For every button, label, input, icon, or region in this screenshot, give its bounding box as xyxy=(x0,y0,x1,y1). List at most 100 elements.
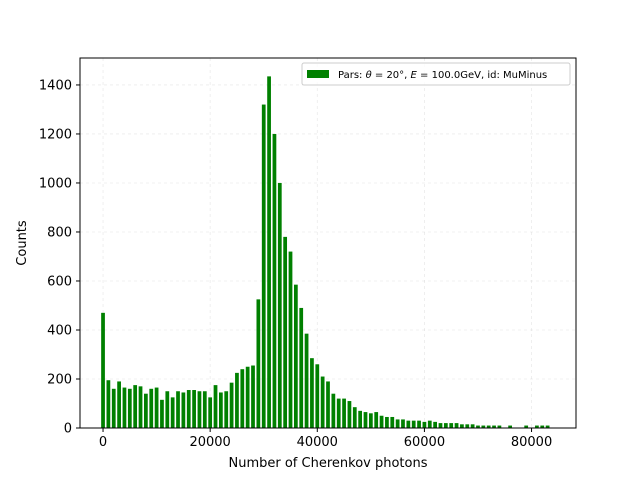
y-axis-label: Counts xyxy=(15,220,30,266)
x-tick-label: 60000 xyxy=(404,435,445,450)
x-tick-label: 80000 xyxy=(511,435,552,450)
histogram-bar xyxy=(326,381,330,428)
histogram-bar xyxy=(160,399,164,428)
histogram-bar xyxy=(235,372,239,428)
legend-theta-value: = 20°, xyxy=(372,70,411,81)
histogram-bar xyxy=(106,380,111,428)
y-axis-ticks: 0 200 400 600 800 1000 1200 1400 xyxy=(39,78,80,437)
histogram-bar xyxy=(283,236,288,428)
histogram-bar xyxy=(535,425,539,428)
histogram-bar xyxy=(460,424,464,428)
histogram-bar xyxy=(379,415,384,428)
histogram-bar xyxy=(213,385,218,428)
histogram-bar xyxy=(122,387,127,428)
histogram-bar xyxy=(299,307,304,428)
histogram-bar xyxy=(245,366,250,428)
histogram-bar xyxy=(277,182,282,428)
histogram-bar xyxy=(261,104,266,429)
legend-energy-symbol: E xyxy=(411,70,418,81)
histogram-bar xyxy=(154,387,159,428)
x-axis-label: Number of Cherenkov photons xyxy=(229,456,428,471)
legend-swatch xyxy=(307,70,329,78)
histogram-bar xyxy=(385,416,389,428)
histogram-bar xyxy=(545,425,550,428)
histogram-bar xyxy=(229,382,234,428)
histogram-bar xyxy=(352,407,357,428)
histogram-bar xyxy=(170,397,175,428)
histogram-bar xyxy=(497,425,502,428)
legend-label: Pars: θ = 20°, E = 100.0GeV, id: MuMinus xyxy=(338,70,547,81)
x-axis-ticks: 0 20000 40000 60000 80000 xyxy=(99,428,552,450)
histogram-bar xyxy=(127,388,132,428)
histogram-bar xyxy=(165,391,170,428)
histogram-bar xyxy=(267,76,271,428)
histogram-bar xyxy=(336,398,341,428)
histogram-bar xyxy=(256,299,261,428)
bars xyxy=(101,76,550,429)
histogram-bar xyxy=(181,392,186,428)
histogram-bar xyxy=(406,420,411,428)
histogram-bar xyxy=(454,423,459,428)
histogram-bar xyxy=(427,420,432,428)
x-tick-label: 20000 xyxy=(189,435,230,450)
histogram-bar xyxy=(422,421,427,428)
histogram-bar xyxy=(481,425,486,428)
histogram-bar xyxy=(449,423,454,428)
histogram-bar xyxy=(176,391,180,428)
histogram-bar xyxy=(149,388,154,428)
histogram-bar xyxy=(492,425,496,428)
histogram-bar xyxy=(186,390,191,428)
histogram-bar xyxy=(417,420,421,428)
x-tick-label: 40000 xyxy=(297,435,338,450)
histogram-bar xyxy=(358,410,363,428)
histogram-bar xyxy=(433,421,438,428)
histogram-bar xyxy=(240,369,245,428)
histogram-bar xyxy=(272,133,277,428)
histogram-bar xyxy=(465,424,470,428)
histogram-bar xyxy=(390,416,395,428)
histogram-bar xyxy=(411,420,416,428)
histogram-bar xyxy=(138,386,143,428)
legend-energy-value: = 100.0GeV, id: MuMinus xyxy=(417,70,547,81)
histogram-bar xyxy=(197,391,202,428)
histogram-bar xyxy=(133,385,138,428)
histogram-bar xyxy=(202,391,207,428)
histogram-bar xyxy=(117,381,121,428)
y-tick-label: 1200 xyxy=(39,127,72,142)
histogram-bar xyxy=(208,397,213,428)
histogram-bar xyxy=(342,398,346,428)
histogram-bar xyxy=(540,425,545,428)
histogram-bar xyxy=(438,423,443,428)
histogram-bar xyxy=(288,251,293,428)
y-tick-label: 400 xyxy=(47,323,72,338)
histogram-bar xyxy=(304,333,309,428)
legend: Pars: θ = 20°, E = 100.0GeV, id: MuMinus xyxy=(301,62,571,86)
y-tick-label: 0 xyxy=(64,422,72,437)
histogram-bar xyxy=(368,413,373,428)
histogram-bar xyxy=(293,284,298,428)
histogram-bar xyxy=(320,376,325,428)
histogram-bar xyxy=(218,392,223,428)
histogram-bar xyxy=(508,425,512,428)
histogram-bar xyxy=(524,425,529,428)
histogram-bar xyxy=(401,419,405,428)
histogram-bar xyxy=(101,312,105,428)
histogram-bar xyxy=(310,358,314,428)
histogram-bar xyxy=(486,425,491,428)
histogram-bar xyxy=(476,425,480,428)
y-tick-label: 800 xyxy=(47,225,72,240)
y-tick-label: 200 xyxy=(47,372,72,387)
histogram-bar xyxy=(443,423,448,428)
legend-prefix: Pars: xyxy=(338,70,366,81)
histogram-bar xyxy=(315,364,320,428)
histogram-bar xyxy=(331,393,336,428)
histogram-bar xyxy=(347,401,352,428)
histogram-bar xyxy=(224,391,229,428)
histogram-bar xyxy=(144,393,148,428)
x-tick-label: 0 xyxy=(99,435,107,450)
histogram-bar xyxy=(470,424,475,428)
histogram-bar xyxy=(374,412,379,428)
legend-box xyxy=(301,62,571,86)
histogram-bar xyxy=(192,390,196,428)
